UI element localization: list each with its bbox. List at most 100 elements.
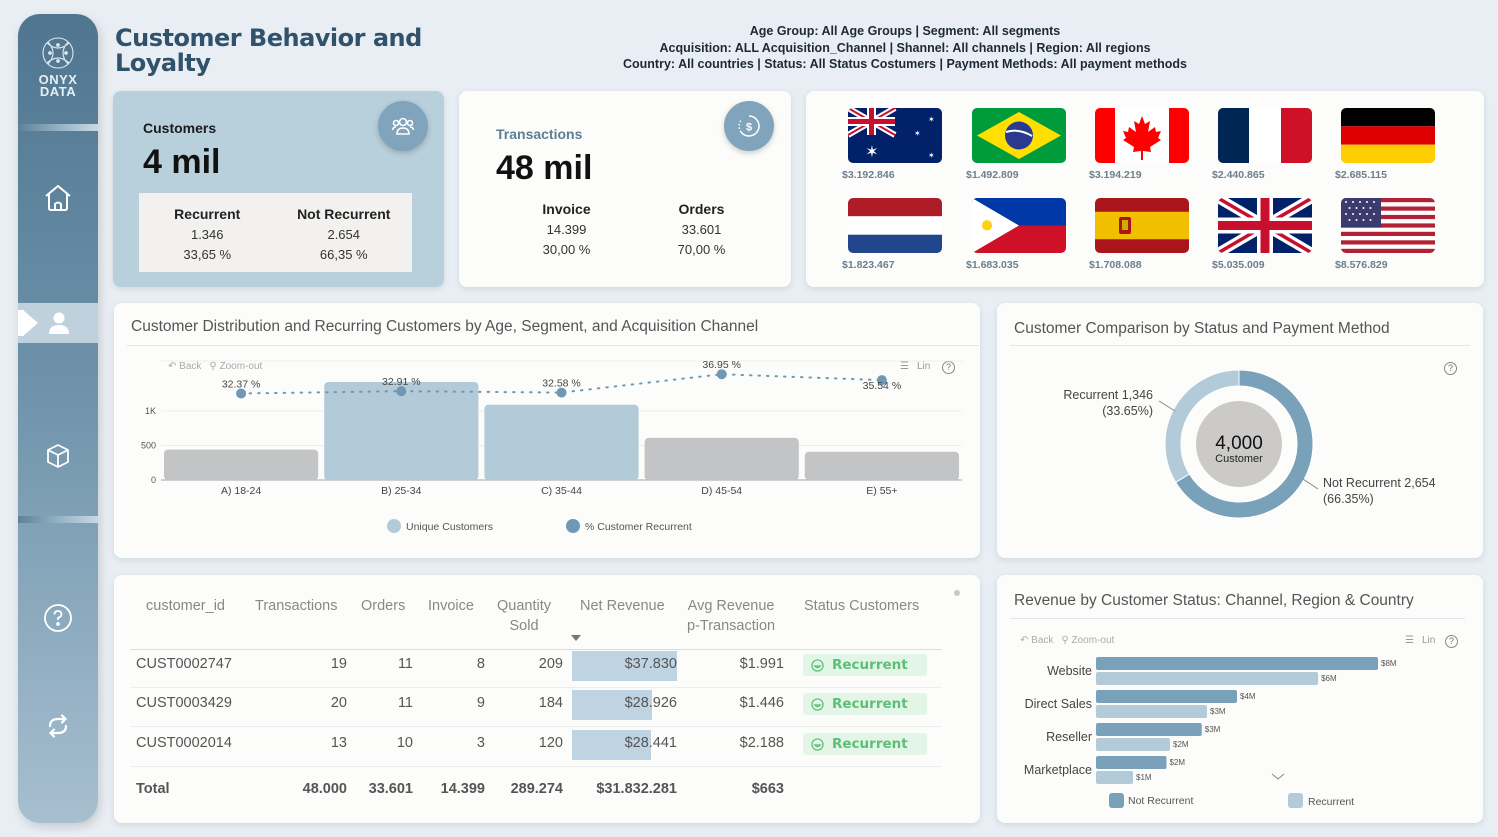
header-line: Quantity	[497, 598, 551, 614]
zoom-out-label: Zoom-out	[1071, 635, 1115, 646]
slice-label-not-recurrent: Not Recurrent 2,654	[1323, 476, 1436, 490]
sidebar-item-customers[interactable]	[18, 303, 98, 343]
kpi-value: 48 mil	[496, 149, 593, 187]
bar-unique-customers	[324, 382, 479, 480]
active-marker	[18, 310, 24, 336]
scrollbar-thumb[interactable]	[954, 590, 960, 596]
data-label-recurrent-percent: 32.37 %	[222, 378, 261, 390]
not-recurrent-column: Not Recurrent 2.654 66,35 %	[276, 204, 413, 272]
col-pct: 70,00 %	[677, 242, 726, 257]
sidebar-item-home[interactable]	[18, 178, 98, 218]
donut-slice-recurrent	[1164, 369, 1240, 483]
sidebar-item-help[interactable]	[18, 598, 98, 638]
country-revenue: $1.492.809	[966, 169, 1019, 181]
page-title-line1: Customer Behavior and	[115, 24, 422, 52]
status-comparison-card: Customer Comparison by Status and Paymen…	[997, 303, 1483, 558]
cube-icon	[47, 444, 69, 468]
status-label: Recurrent	[832, 696, 908, 712]
flag-usa-icon	[1341, 198, 1435, 253]
country-germany[interactable]: $2.685.115	[1335, 108, 1441, 181]
col-header: Not Recurrent	[297, 206, 391, 222]
legend-swatch-not-recurrent	[1109, 793, 1124, 808]
lin-label: Lin	[1421, 635, 1436, 646]
column-header-net-revenue[interactable]: Net Revenue	[580, 598, 665, 614]
column-header-avg-revenue[interactable]: Avg Revenue p-Transaction	[687, 596, 775, 636]
point-recurrent-percent	[556, 387, 567, 398]
sidebar-item-refresh[interactable]	[18, 706, 98, 746]
flag-france-icon	[1218, 108, 1312, 163]
help-circle-icon	[44, 604, 72, 632]
legend-swatch-recurrent	[1288, 793, 1303, 808]
total-transactions: 48.000	[302, 781, 347, 797]
country-united-kingdom[interactable]: $5.035.009	[1212, 198, 1318, 271]
country-netherlands[interactable]: $1.823.467	[842, 198, 948, 271]
column-header-customer-id[interactable]: customer_id	[146, 598, 225, 614]
cell-net-revenue: $37.830	[624, 656, 677, 672]
scale-toggle[interactable]: ☰ Lin	[900, 361, 930, 372]
country-revenue: $2.440.865	[1212, 169, 1265, 181]
chart-title: Customer Distribution and Recurring Cust…	[131, 318, 759, 335]
header-line: Sold	[509, 618, 539, 634]
smile-icon	[811, 697, 824, 711]
y-tick-label: 500	[141, 441, 156, 451]
zoom-out-button[interactable]: ⚲ Zoom-out	[209, 361, 263, 372]
country-united-states[interactable]: $8.576.829	[1335, 198, 1441, 271]
total-avg-revenue: $663	[751, 781, 784, 797]
flag-brazil-icon	[972, 108, 1066, 163]
help-icon[interactable]: ?	[1445, 635, 1458, 648]
data-label-recurrent-percent: 32.58 %	[542, 378, 581, 390]
total-orders: 33.601	[368, 781, 413, 797]
transactions-kpi-card: Transactions 48 mil $ Invoice 14.399 30,…	[459, 91, 791, 287]
help-icon[interactable]: ?	[1444, 362, 1457, 375]
sidebar: ONYX DATA	[18, 14, 98, 823]
column-header-orders[interactable]: Orders	[361, 598, 406, 614]
row-divider	[130, 687, 942, 688]
svg-text:✶: ✶	[928, 151, 935, 160]
cell-net-revenue: $28.926	[624, 695, 677, 711]
cell-customer-id: CUST0002747	[136, 656, 232, 672]
zoom-out-label: Zoom-out	[219, 361, 263, 372]
back-button[interactable]: ↶ Back	[168, 361, 202, 372]
column-header-quantity-sold[interactable]: Quantity Sold	[497, 596, 551, 636]
cell-avg-revenue: $1.446	[739, 695, 784, 711]
data-label: $1M	[1136, 773, 1152, 782]
country-spain[interactable]: $1.708.088	[1089, 198, 1195, 271]
scale-toggle[interactable]: ☰ Lin	[1405, 635, 1435, 646]
slice-pct-recurrent: (33.65%)	[1102, 404, 1153, 418]
y-tick-label: 1K	[145, 406, 156, 416]
status-label: Recurrent	[832, 736, 908, 752]
donut-slice-not-recurrent	[1174, 369, 1314, 519]
x-tick-label: A) 18-24	[221, 485, 261, 497]
zoom-out-button[interactable]: ⚲ Zoom-out	[1061, 635, 1115, 646]
data-label-recurrent-percent: 36.95 %	[702, 359, 741, 371]
cell-invoice: 9	[476, 695, 485, 711]
data-label: $3M	[1205, 725, 1221, 734]
column-header-transactions[interactable]: Transactions	[255, 598, 338, 614]
orders-column: Orders 33.601 70,00 %	[634, 199, 769, 269]
country-australia[interactable]: ✶ ✶ ✶ ✶ $3.192.846	[842, 108, 948, 181]
column-header-invoice[interactable]: Invoice	[428, 598, 474, 614]
country-brazil[interactable]: $1.492.809	[966, 108, 1072, 181]
bar-unique-customers	[484, 404, 639, 480]
column-header-status[interactable]: Status Customers	[804, 598, 920, 614]
invoice-column: Invoice 14.399 30,00 %	[499, 199, 634, 269]
kpi-icon-badge: $	[724, 101, 774, 151]
cell-customer-id: CUST0003429	[136, 695, 232, 711]
category-label: Reseller	[1046, 730, 1092, 744]
donut-center-label: Customer	[1215, 453, 1263, 465]
cell-orders: 11	[397, 695, 413, 711]
bar-recurrent	[1096, 672, 1319, 685]
back-button[interactable]: ↶ Back	[1020, 635, 1054, 646]
data-label: $2M	[1173, 740, 1189, 749]
visual-toolbar: ↶ Back ⚲ Zoom-out	[1020, 635, 1114, 646]
status-badge: Recurrent	[803, 654, 927, 676]
country-philippines[interactable]: ✺ $1.683.035	[966, 198, 1072, 271]
country-revenue: $2.685.115	[1335, 169, 1387, 181]
logo-text-onyx: ONYX	[38, 72, 78, 87]
sidebar-item-products[interactable]	[18, 436, 98, 476]
page-title-line2: Loyalty	[115, 49, 211, 77]
country-france[interactable]: $2.440.865	[1212, 108, 1318, 181]
country-canada[interactable]: $3.194.219	[1089, 108, 1195, 181]
col-count: 33.601	[681, 221, 722, 237]
col-pct: 30,00 %	[542, 242, 591, 257]
